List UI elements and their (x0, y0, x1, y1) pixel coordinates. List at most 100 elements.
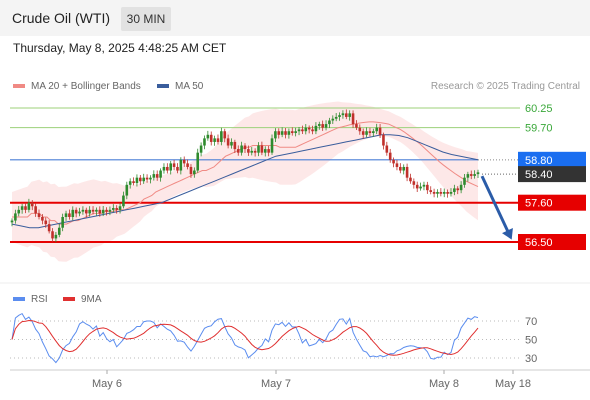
candle-body (236, 149, 240, 153)
legend-bollinger-label: MA 20 + Bollinger Bands (31, 81, 141, 92)
candle-body (125, 184, 129, 196)
candle-body (14, 213, 17, 221)
candle-body (409, 177, 412, 182)
candle-body (402, 166, 406, 171)
candle-body (186, 163, 189, 167)
ma50-line (11, 134, 479, 229)
candle-body (321, 124, 324, 128)
candle-body (193, 170, 196, 175)
candle-body (206, 134, 210, 139)
time-tick-label: May 18 (495, 378, 531, 390)
candle-body (274, 131, 277, 139)
candle-body (399, 166, 402, 171)
rsi-swatch (13, 297, 25, 302)
legend-ma50: MA 50 (157, 81, 203, 92)
level-tag-56.50 (518, 234, 586, 250)
candle-body (341, 113, 345, 116)
candle-body (287, 131, 291, 135)
timeframe-badge[interactable]: 30 MIN (121, 7, 171, 31)
candle-body (54, 234, 58, 239)
candle-body (412, 181, 416, 185)
level-tag-58.80 (518, 151, 586, 168)
candle-body (105, 209, 108, 212)
candle-body (68, 213, 71, 217)
candle-body (51, 231, 54, 239)
candle-body (334, 116, 338, 119)
candle-body (439, 191, 443, 194)
candle-body (189, 166, 193, 175)
candle-body (449, 191, 453, 194)
candle-body (345, 113, 348, 117)
candle-body (61, 216, 64, 228)
candle-body (20, 206, 24, 210)
rsi-line (11, 312, 479, 364)
candle-body (91, 209, 95, 212)
rsi-tick-label: 50 (525, 335, 537, 347)
candle-body (280, 131, 284, 135)
legend-ma50-label: MA 50 (175, 81, 204, 92)
candle-body (24, 206, 27, 210)
candle-body (456, 188, 460, 191)
candle-body (64, 213, 68, 217)
time-tick-label: May 8 (429, 378, 459, 390)
candle-body (270, 138, 274, 153)
forecast-arrow-shaft (480, 175, 512, 237)
candle-body (395, 163, 399, 167)
candle-body (81, 209, 85, 212)
last-price-tag (518, 166, 586, 183)
bollinger-swatch (13, 84, 25, 89)
candle-body (355, 124, 358, 128)
level-label-58.80: 58.80 (525, 155, 553, 167)
candle-body (314, 125, 318, 132)
candle-body (301, 129, 304, 132)
candle-body (392, 159, 395, 164)
candle-body (453, 188, 456, 192)
candle-body (446, 191, 449, 194)
candle-body (361, 131, 365, 135)
candle-body (145, 177, 149, 180)
candle-body (209, 134, 213, 142)
candle-body (466, 174, 470, 178)
candle-body (348, 113, 351, 117)
legend-bollinger: MA 20 + Bollinger Bands (13, 81, 141, 92)
candle-body (277, 131, 281, 135)
candle-body (162, 166, 166, 171)
rsi-ma-line (11, 319, 479, 356)
candle-body (436, 191, 439, 194)
candle-body (240, 145, 243, 153)
legend-rsi: RSI (13, 294, 48, 305)
candle-body (220, 131, 223, 142)
candle-body (115, 208, 118, 210)
candle-body (284, 131, 287, 135)
instrument-title: Crude Oil (WTI) (12, 10, 110, 26)
candle-body (426, 184, 429, 191)
candle-body (368, 131, 372, 134)
candle-body (34, 206, 37, 214)
time-tick-label: May 6 (92, 378, 122, 390)
candle-body (199, 145, 203, 153)
candle-body (101, 209, 105, 214)
candle-body (378, 127, 382, 135)
candle-body (216, 138, 220, 142)
legend-rsi-label: RSI (31, 294, 48, 305)
candle-body (95, 209, 98, 212)
candle-body (358, 127, 362, 132)
candle-body (429, 190, 433, 192)
candle-body (419, 186, 422, 189)
candle-body (139, 177, 142, 182)
level-label-56.50: 56.50 (525, 237, 553, 249)
candle-body (152, 174, 156, 178)
level-label-57.60: 57.60 (525, 198, 553, 210)
candle-body (415, 184, 419, 189)
candle-body (304, 127, 308, 132)
candle-body (372, 131, 375, 134)
candle-body (307, 127, 311, 130)
candle-body (297, 129, 301, 132)
candle-body (196, 152, 200, 171)
forecast-arrow-head (502, 228, 513, 240)
candle-body (459, 184, 463, 191)
level-label-60.25: 60.25 (525, 103, 553, 115)
chart-header: Crude Oil (WTI) 30 MIN (0, 0, 590, 36)
candle-body (10, 220, 14, 223)
candle-body (463, 177, 466, 185)
